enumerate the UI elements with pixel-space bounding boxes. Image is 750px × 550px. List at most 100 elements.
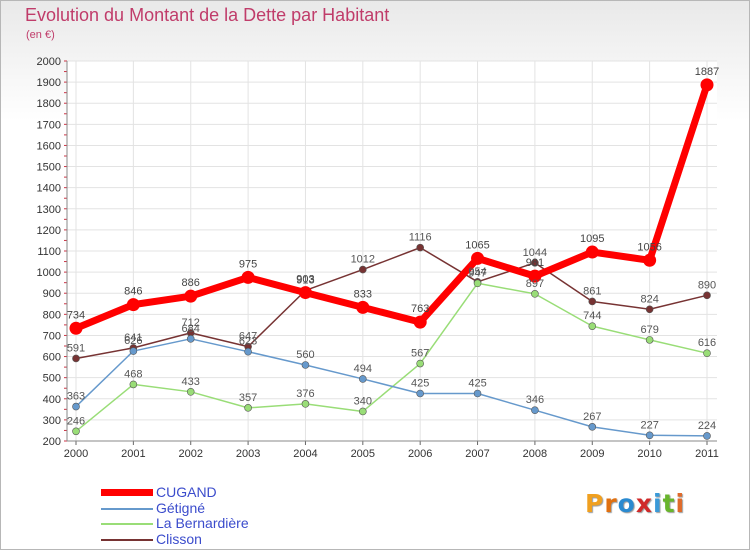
- data-label: 494: [354, 363, 372, 375]
- data-point: [356, 300, 370, 314]
- data-label: 224: [698, 420, 716, 432]
- x-tick-label: 2000: [64, 448, 88, 460]
- y-tick-label: 1400: [37, 183, 61, 195]
- data-label: 468: [124, 368, 142, 380]
- data-point: [416, 359, 424, 368]
- y-tick-label: 500: [43, 373, 61, 385]
- legend-label: Clisson: [156, 530, 202, 547]
- y-tick-label: 300: [43, 415, 61, 427]
- series-line: [75, 246, 708, 360]
- y-tick-label: 1800: [37, 98, 61, 110]
- data-point: [703, 432, 711, 440]
- data-label: 1095: [580, 233, 604, 245]
- data-point: [585, 245, 599, 259]
- data-label: 712: [182, 317, 200, 329]
- data-label: 433: [182, 376, 200, 388]
- x-tick-label: 2007: [465, 448, 489, 460]
- data-label: 626: [124, 335, 142, 347]
- legend-swatch: [101, 523, 153, 525]
- data-point: [473, 279, 482, 288]
- data-label: 340: [354, 395, 372, 407]
- chart-subtitle: (en €): [26, 29, 55, 41]
- data-point: [359, 375, 367, 383]
- data-label: 647: [239, 331, 257, 343]
- data-point: [69, 321, 83, 335]
- data-label: 846: [124, 286, 142, 298]
- data-label: 824: [640, 293, 658, 305]
- y-tick-label: 1000: [37, 267, 61, 279]
- y-tick-label: 400: [43, 394, 61, 406]
- data-point: [700, 78, 714, 92]
- brand-logo: Proxiti: [585, 489, 686, 518]
- data-label: 560: [296, 349, 314, 361]
- data-point: [416, 243, 424, 252]
- series-line: [74, 83, 711, 332]
- y-tick-label: 800: [43, 309, 61, 321]
- data-label: 1116: [409, 232, 432, 244]
- legend-label: La Bernardière: [156, 515, 249, 531]
- x-tick-label: 2006: [408, 448, 432, 460]
- data-label: 954: [468, 266, 486, 278]
- chart-title: Evolution du Montant de la Dette par Hab…: [25, 5, 390, 25]
- y-tick-label: 900: [43, 288, 61, 300]
- y-tick-label: 1100: [37, 246, 61, 258]
- x-tick-label: 2010: [637, 448, 661, 460]
- data-point: [531, 406, 539, 414]
- data-point: [528, 269, 542, 283]
- data-point: [72, 354, 80, 363]
- data-point: [129, 347, 138, 355]
- data-point: [703, 349, 711, 357]
- data-point: [588, 297, 597, 306]
- data-label: 246: [67, 415, 85, 427]
- data-label: 616: [698, 337, 716, 349]
- data-label: 981: [526, 257, 544, 269]
- data-label: 227: [640, 419, 658, 431]
- data-point: [416, 389, 424, 398]
- data-label: 623: [239, 336, 257, 348]
- data-label: 1887: [695, 66, 719, 78]
- data-label: 684: [182, 323, 200, 335]
- data-label: 975: [239, 258, 257, 270]
- data-label: 1056: [637, 241, 661, 253]
- data-point: [645, 431, 654, 440]
- data-label: 763: [411, 303, 429, 315]
- x-tick-label: 2002: [178, 448, 202, 460]
- data-point: [588, 322, 597, 330]
- y-tick-label: 1700: [37, 119, 61, 131]
- series-line: [75, 282, 708, 432]
- data-label: 425: [411, 378, 429, 390]
- data-point: [129, 380, 138, 389]
- data-label: 947: [468, 267, 486, 279]
- y-tick-label: 1500: [37, 162, 61, 174]
- y-tick-label: 200: [43, 436, 61, 448]
- y-tick-label: 1900: [37, 77, 61, 89]
- y-tick-label: 600: [43, 352, 61, 364]
- data-label: 1065: [465, 239, 489, 251]
- data-point: [72, 402, 80, 411]
- data-label: 425: [468, 378, 486, 390]
- y-tick-label: 1600: [37, 140, 61, 152]
- legend-label: CUGAND: [156, 484, 217, 500]
- data-point: [301, 400, 310, 408]
- data-point: [531, 290, 539, 298]
- y-tick-label: 1300: [37, 204, 61, 216]
- legend-swatch: [101, 489, 153, 496]
- data-point: [241, 270, 255, 284]
- data-label: 267: [583, 411, 601, 423]
- data-point: [186, 335, 195, 343]
- data-point: [645, 305, 654, 314]
- data-label: 833: [354, 288, 372, 300]
- data-point: [703, 291, 711, 300]
- data-point: [645, 336, 654, 344]
- data-point: [301, 361, 310, 369]
- legend-swatch: [101, 538, 153, 541]
- legend-swatch: [101, 507, 153, 510]
- data-label: 679: [640, 324, 658, 336]
- data-label: 861: [583, 285, 601, 297]
- legend-label: Gétigné: [156, 499, 206, 516]
- data-point: [471, 251, 485, 265]
- x-tick-label: 2001: [121, 448, 145, 460]
- data-point: [298, 286, 312, 300]
